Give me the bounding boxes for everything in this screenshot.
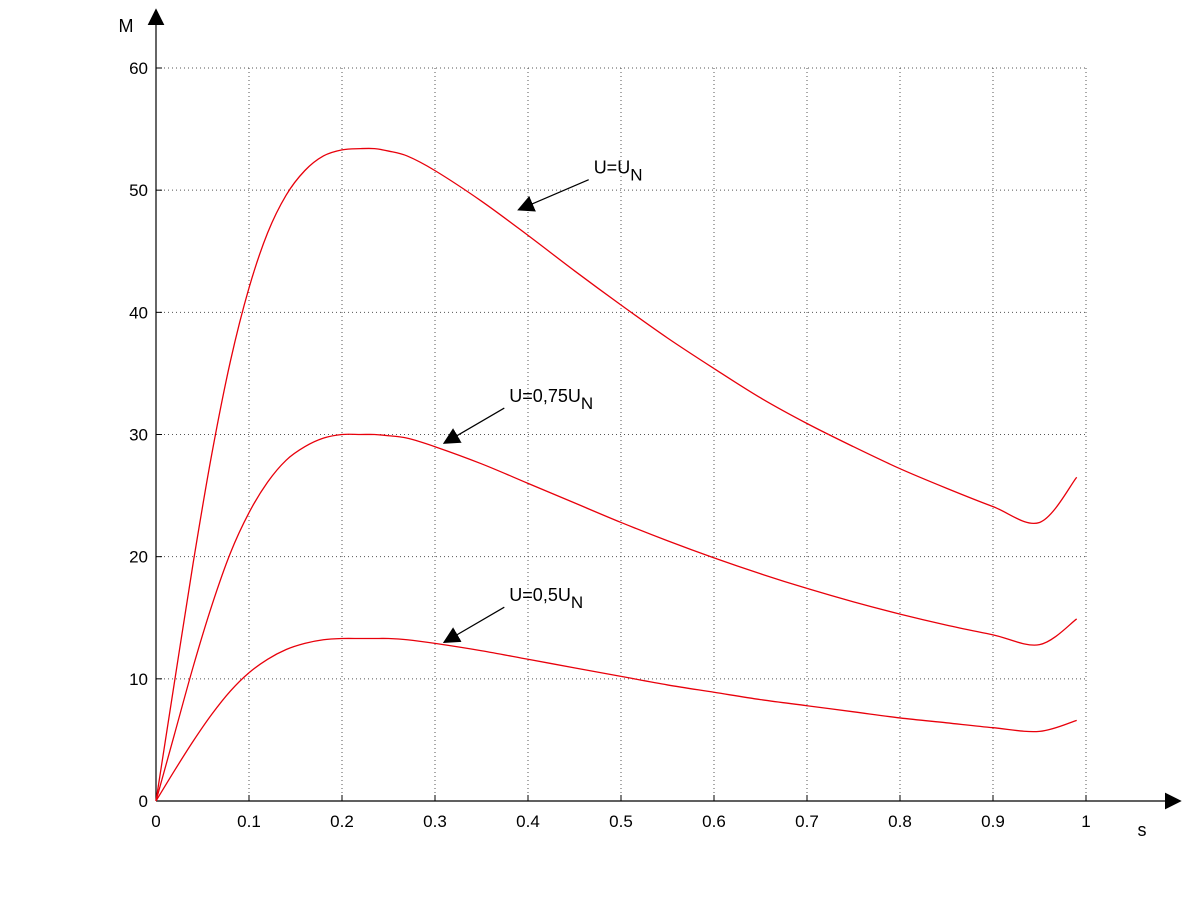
x-tick-label: 0.2 <box>330 812 354 831</box>
y-tick-label: 60 <box>129 59 148 78</box>
y-axis-label: M <box>119 16 134 36</box>
axes <box>147 8 1182 810</box>
annotation-main-text: U=0,75U <box>509 386 581 406</box>
x-tick-label: 0.8 <box>888 812 912 831</box>
annotation-arrow <box>517 179 589 212</box>
annotation-label: U=UN <box>594 158 643 185</box>
x-tick-label: 0.5 <box>609 812 633 831</box>
series-line <box>155 433 1078 802</box>
y-tick-label: 40 <box>129 303 148 322</box>
series-lines <box>155 147 1078 802</box>
series-line <box>155 147 1078 802</box>
y-tick-label: 10 <box>129 670 148 689</box>
tick-labels: 0 0.1 0.2 0.3 0.4 0.5 0.6 0.7 0.8 0.9 101020304050… <box>129 59 1091 831</box>
y-tick-label: 20 <box>129 548 148 567</box>
x-tick-label: 0.9 <box>981 812 1005 831</box>
annotation-subscript: N <box>571 593 583 612</box>
x-tick-label: 1 <box>1081 812 1090 831</box>
annotation-arrow <box>442 407 505 444</box>
annotation-label: U=0,75UN <box>509 386 593 413</box>
y-tick-label: 50 <box>129 181 148 200</box>
y-tick-label: 0 <box>139 792 148 811</box>
annotation-main-text: U=0,5U <box>509 585 571 605</box>
y-tick-label: 30 <box>129 426 148 445</box>
annotation-label: U=0,5UN <box>509 585 583 612</box>
annotation-arrow <box>442 606 505 644</box>
annotation-subscript: N <box>630 166 642 185</box>
annotation-main-text: U=U <box>594 158 631 178</box>
series-line <box>155 637 1077 802</box>
x-tick-label: 0.3 <box>423 812 447 831</box>
x-tick-label: 0 <box>151 812 160 831</box>
x-tick-label: 0.6 <box>702 812 726 831</box>
x-tick-label: 0.1 <box>237 812 261 831</box>
x-tick-label: 0.4 <box>516 812 540 831</box>
x-tick-label: 0.7 <box>795 812 819 831</box>
x-axis-label: s <box>1138 820 1147 840</box>
grid <box>156 67 1087 801</box>
annotation-subscript: N <box>581 394 593 413</box>
